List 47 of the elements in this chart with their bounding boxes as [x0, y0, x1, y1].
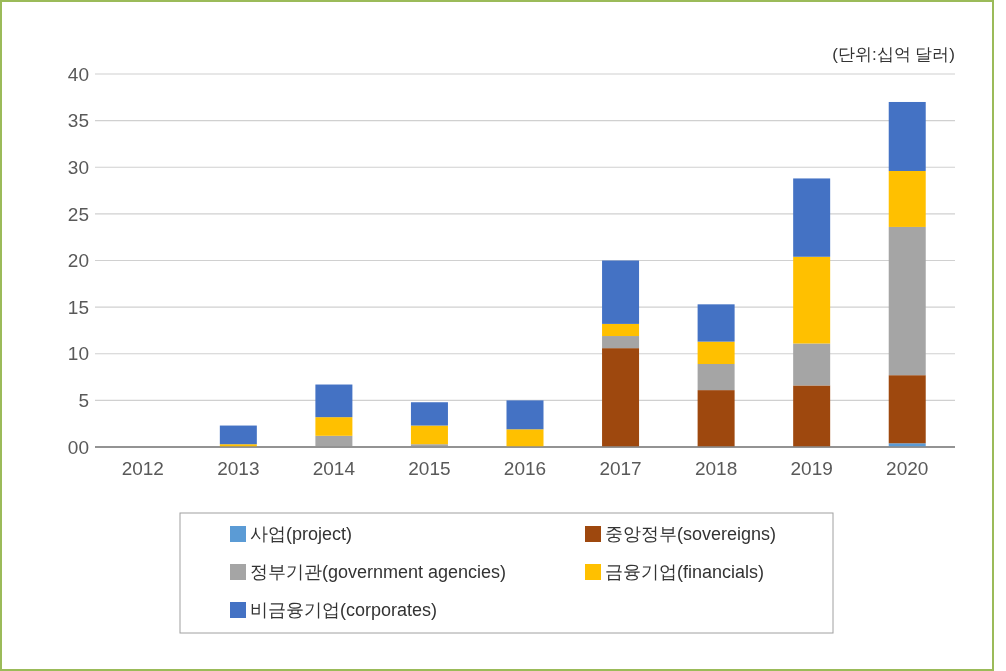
y-tick-label: 30 — [67, 156, 89, 178]
text: (단위:십억 달러) — [832, 45, 955, 64]
bar — [506, 429, 544, 447]
legend-label: 비금융기업(corporates) — [250, 600, 438, 621]
y-tick-label: 25 — [67, 203, 89, 225]
bar — [888, 170, 926, 227]
x-tick-label: 2017 — [599, 458, 642, 479]
legend-label: 금융기업(financials) — [605, 562, 765, 583]
bar — [888, 101, 926, 171]
bar — [793, 178, 831, 257]
bar — [697, 304, 735, 342]
bar — [506, 400, 544, 430]
x-tick-label: 2012 — [121, 458, 164, 479]
bar — [697, 341, 735, 365]
y-tick-label: 00 — [67, 436, 89, 458]
bar — [793, 385, 831, 447]
bar — [697, 364, 735, 391]
x-tick-label: 2015 — [408, 458, 451, 479]
bar — [602, 336, 640, 349]
bar — [219, 425, 257, 445]
x-tick-label: 2018 — [694, 458, 738, 479]
bar — [315, 417, 353, 436]
legend-label: 사업(project) — [250, 524, 353, 545]
bar — [697, 390, 735, 447]
y-tick-label: 10 — [67, 343, 89, 365]
legend-label: 중앙정부(sovereigns) — [605, 524, 777, 545]
y-tick-label: 15 — [67, 296, 89, 318]
bar — [793, 343, 831, 386]
bar — [602, 260, 640, 324]
bar — [602, 348, 640, 447]
x-tick-label: 2020 — [886, 458, 929, 479]
y-tick-label: 35 — [67, 110, 89, 132]
bar — [602, 323, 640, 337]
bar — [888, 226, 926, 376]
bar — [315, 384, 353, 418]
x-tick-label: 2013 — [217, 458, 260, 479]
legend-label: 정부기관(government agencies) — [250, 562, 507, 583]
y-tick-label: 5 — [78, 390, 89, 412]
bar — [410, 402, 448, 426]
x-tick-label: 2016 — [503, 458, 547, 479]
bar — [888, 375, 926, 444]
bar — [793, 256, 831, 344]
x-tick-label: 2014 — [312, 458, 356, 479]
x-tick-label: 2019 — [790, 458, 833, 479]
y-tick-label: 20 — [67, 250, 89, 272]
y-tick-label: 40 — [67, 63, 89, 85]
bar — [410, 425, 448, 445]
